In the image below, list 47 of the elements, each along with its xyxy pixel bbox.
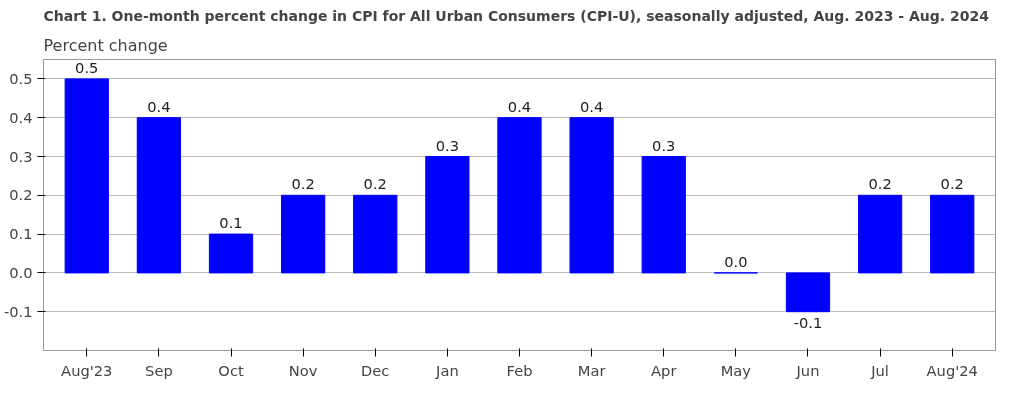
data-label: 0.4	[579, 97, 604, 115]
data-label: 0.2	[940, 175, 964, 193]
bar	[569, 117, 614, 274]
chart-subtitle: Percent change	[43, 35, 168, 55]
x-tick-label: Sep	[145, 361, 173, 379]
x-tick-label: Apr	[651, 361, 678, 379]
bar	[497, 117, 542, 274]
bar	[136, 117, 182, 274]
bar	[353, 194, 398, 274]
y-tick-label: 0.5	[9, 69, 33, 87]
y-tick-label: 0.2	[9, 186, 33, 204]
data-label: 0.4	[507, 97, 532, 115]
x-tick-label: Nov	[288, 361, 318, 379]
data-label: 0.0	[724, 252, 748, 270]
data-label: 0.4	[147, 97, 171, 115]
x-tick-label: Oct	[218, 361, 244, 379]
x-tick-label: Jan	[435, 361, 459, 379]
y-tick-label: 0.0	[9, 263, 33, 281]
x-tick-label: Dec	[361, 361, 390, 379]
data-label: 0.3	[435, 136, 460, 154]
data-label: 0.2	[868, 175, 892, 193]
bar	[930, 194, 975, 274]
y-tick-label: -0.1	[3, 302, 33, 320]
data-label: 0.1	[219, 214, 243, 232]
x-tick-label: Mar	[577, 361, 607, 379]
data-label: 0.5	[75, 58, 99, 76]
bar	[64, 78, 109, 274]
x-tick-label: May	[720, 361, 752, 379]
data-label: -0.1	[793, 313, 823, 331]
data-label: 0.2	[291, 175, 315, 193]
data-label: 0.3	[652, 136, 676, 154]
x-tick-label: Feb	[506, 361, 533, 379]
x-tick-label: Jun	[795, 361, 820, 379]
x-tick-label: Jul	[870, 361, 889, 379]
y-tick-label: 0.3	[9, 147, 33, 165]
chart-title: Chart 1. One-month percent change in CPI for All Urban Consumers (CPI-U), seasonally adjusted, Aug. 2023 - Aug. 2024	[43, 7, 990, 24]
y-tick-label: 0.4	[9, 108, 33, 126]
bar	[281, 194, 326, 274]
data-label: 0.2	[363, 175, 387, 193]
bar	[425, 156, 470, 274]
bar	[785, 272, 831, 313]
bar	[857, 194, 903, 274]
x-tick-label: Aug'23	[61, 361, 113, 379]
x-tick-label: Aug'24	[926, 361, 978, 379]
bar	[208, 233, 254, 274]
y-tick-label: 0.1	[9, 225, 33, 243]
bar	[641, 156, 686, 274]
